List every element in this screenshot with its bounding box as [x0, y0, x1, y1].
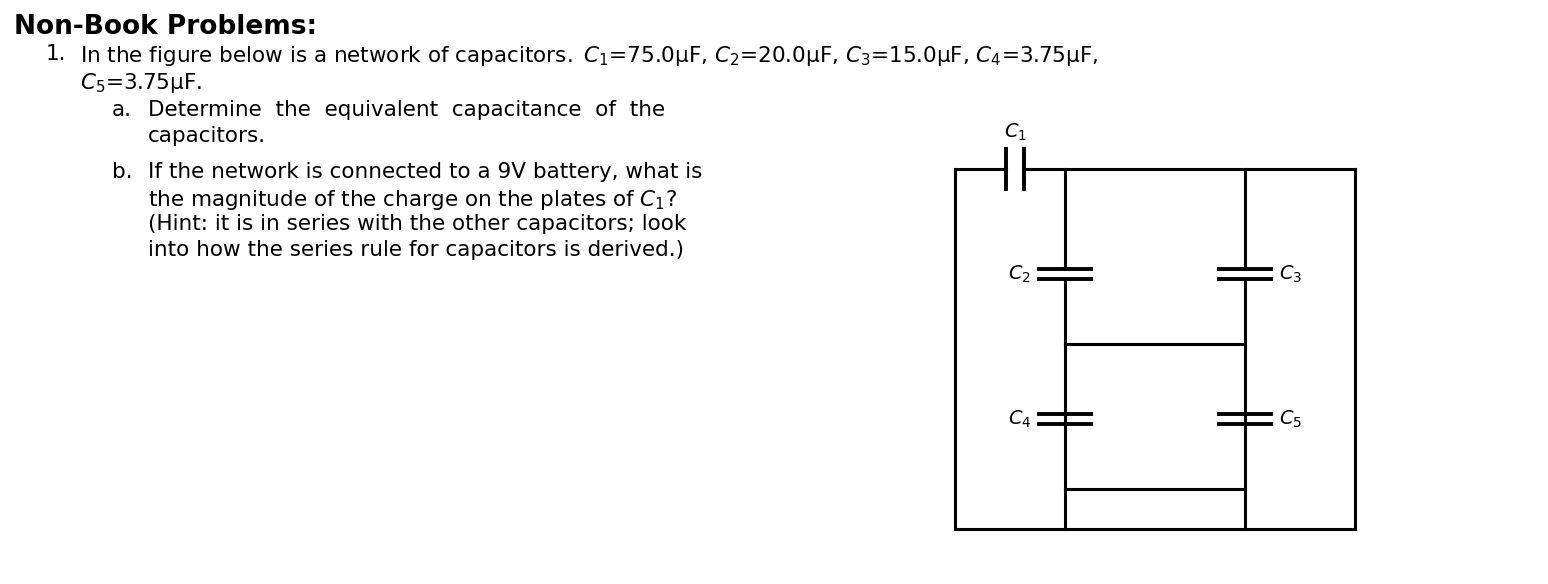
- Text: into how the series rule for capacitors is derived.): into how the series rule for capacitors …: [149, 240, 684, 260]
- Text: capacitors.: capacitors.: [149, 126, 266, 146]
- Text: 1.: 1.: [46, 44, 67, 64]
- Text: the magnitude of the charge on the plates of $C_1$?: the magnitude of the charge on the plate…: [149, 188, 676, 212]
- Text: a.: a.: [111, 100, 132, 120]
- Text: $C_5$=3.75μF.: $C_5$=3.75μF.: [80, 71, 201, 95]
- Text: Determine  the  equivalent  capacitance  of  the: Determine the equivalent capacitance of …: [149, 100, 666, 120]
- Text: In the figure below is a network of capacitors. $C_1$=75.0μF, $C_2$=20.0μF, $C_3: In the figure below is a network of capa…: [80, 44, 1098, 68]
- Text: b.: b.: [111, 162, 133, 182]
- Text: $C_4$: $C_4$: [1008, 408, 1031, 430]
- Text: $C_1$: $C_1$: [1003, 121, 1026, 143]
- Text: $C_2$: $C_2$: [1008, 263, 1031, 284]
- Text: (Hint: it is in series with the other capacitors; look: (Hint: it is in series with the other ca…: [149, 214, 686, 234]
- Text: $C_3$: $C_3$: [1279, 263, 1302, 284]
- Text: If the network is connected to a 9V battery, what is: If the network is connected to a 9V batt…: [149, 162, 703, 182]
- Text: Non-Book Problems:: Non-Book Problems:: [14, 14, 317, 40]
- Text: $C_5$: $C_5$: [1279, 408, 1302, 430]
